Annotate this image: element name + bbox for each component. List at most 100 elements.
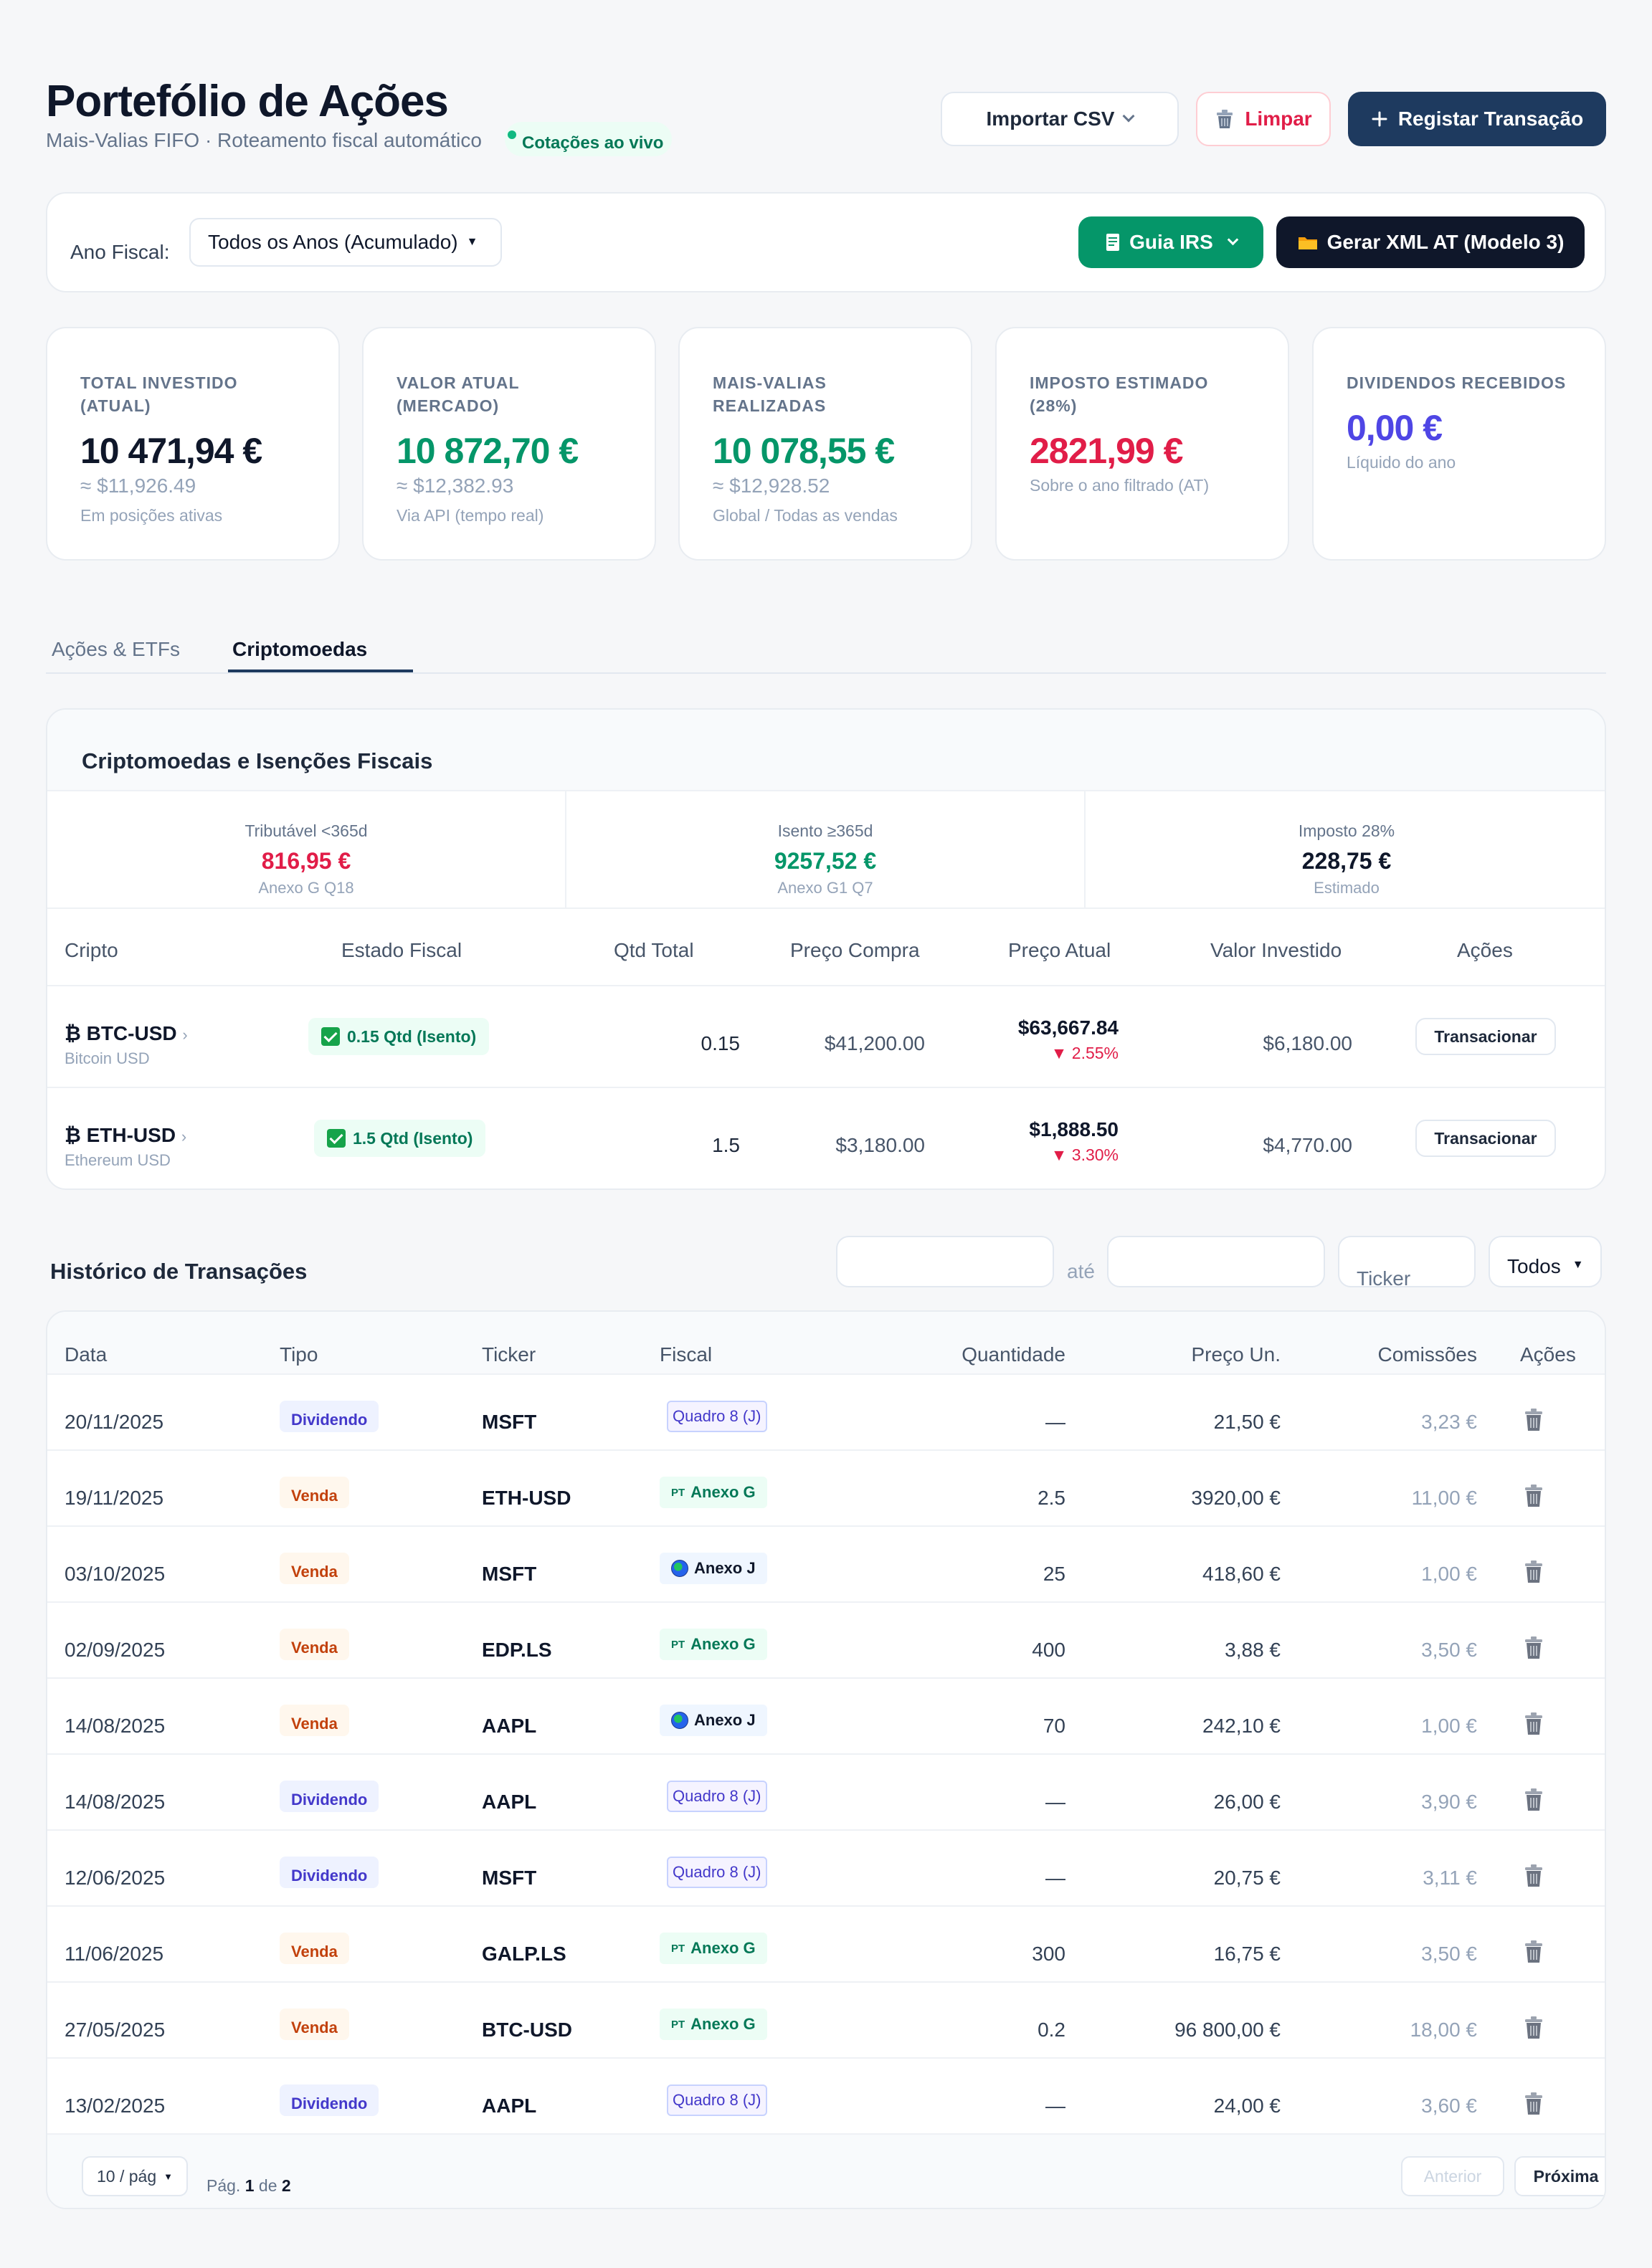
cell-fees: 3,50 €	[1421, 1943, 1477, 1965]
delete-trash-icon[interactable]	[1523, 1484, 1544, 1508]
register-transaction-label: Registar Transação	[1397, 108, 1584, 130]
crypto-symbol-text: ₿ BTC-USD	[65, 1022, 177, 1044]
transact-button[interactable]: Transacionar	[1415, 1120, 1556, 1157]
next-page-button[interactable]: Próxima	[1514, 2156, 1605, 2196]
fiscal-badge: Quadro 8 (J)	[667, 1401, 767, 1432]
tab-stocks-etfs[interactable]: Ações & ETFs	[52, 638, 180, 660]
cell-quantity: 400	[1032, 1639, 1065, 1661]
fiscal-badge: Anexo J	[660, 1705, 767, 1736]
crypto-row: ₿ ETH-USD › Ethereum USD 1.5 Qtd (Isento…	[47, 1087, 1605, 1188]
cell-quantity: 300	[1032, 1943, 1065, 1965]
stat-alt-value: ≈ $12,928.52	[713, 475, 830, 497]
summary-label: Tributável <365d	[245, 821, 368, 840]
crypto-col-invested: Valor Investido	[1210, 939, 1342, 961]
delete-trash-icon[interactable]	[1523, 1408, 1544, 1432]
tab-crypto[interactable]: Criptomoedas	[232, 638, 368, 660]
summary-label: Isento ≥365d	[777, 821, 873, 840]
summary-value: 9257,52 €	[774, 848, 877, 874]
delete-trash-icon[interactable]	[1523, 1788, 1544, 1812]
type-badge: Dividendo	[280, 2084, 379, 2116]
import-csv-button[interactable]: Importar CSV	[941, 92, 1179, 146]
delete-trash-icon[interactable]	[1523, 2016, 1544, 2040]
generate-xml-button[interactable]: Gerar XML AT (Modelo 3)	[1276, 216, 1585, 268]
crypto-name: Bitcoin USD	[65, 1049, 150, 1067]
cell-ticker: EDP.LS	[482, 1639, 552, 1661]
delete-trash-icon[interactable]	[1523, 2092, 1544, 2116]
cell-fees: 3,50 €	[1421, 1639, 1477, 1661]
cell-fees: 1,00 €	[1421, 1715, 1477, 1737]
clear-button[interactable]: Limpar	[1196, 92, 1331, 146]
chevron-down-icon	[1122, 110, 1135, 123]
stat-label: MAIS-VALIAS REALIZADAS	[713, 373, 827, 415]
delete-trash-icon[interactable]	[1523, 1636, 1544, 1660]
cell-ticker: AAPL	[482, 1715, 537, 1737]
crypto-buy-price: $3,180.00	[835, 1134, 925, 1156]
cell-date: 13/02/2025	[65, 2095, 166, 2117]
transactions-table: Data Tipo Ticker Fiscal Quantidade Preço…	[46, 1310, 1606, 2209]
date-from-input[interactable]	[836, 1236, 1054, 1287]
type-badge: Dividendo	[280, 1781, 379, 1812]
delete-trash-icon[interactable]	[1523, 1940, 1544, 1964]
register-transaction-button[interactable]: Registar Transação	[1348, 92, 1606, 146]
stat-card-estimated-tax: IMPOSTO ESTIMADO (28%) 2821,99 € Sobre o…	[995, 327, 1289, 561]
fiscal-badge: PT Anexo G	[660, 1629, 767, 1660]
clear-label: Limpar	[1245, 108, 1312, 130]
delete-trash-icon[interactable]	[1523, 1864, 1544, 1888]
page-of: de	[258, 2176, 277, 2195]
crypto-symbol[interactable]: ₿ ETH-USD ›	[65, 1124, 186, 1147]
table-row: 19/11/2025 Venda ETH-USD PT Anexo G 2.5 3920,0…	[47, 1451, 1605, 1527]
crypto-row: ₿ BTC-USD › Bitcoin USD 0.15 Qtd (Isento…	[47, 985, 1605, 1087]
fiscal-text: Quadro 8 (J)	[673, 1407, 761, 1425]
col-quantity: Quantidade	[962, 1343, 1065, 1366]
cell-unit-price: 20,75 €	[1213, 1867, 1281, 1889]
stat-label: DIVIDENDOS RECEBIDOS	[1347, 373, 1567, 392]
col-actions: Ações	[1520, 1343, 1576, 1366]
type-badge: Venda	[280, 2009, 349, 2040]
fiscal-text: Anexo G	[690, 1483, 756, 1501]
pagination: 10 / pág ▼ Pág. 1 de 2 Anterior Próxima	[47, 2135, 1605, 2208]
table-row: 13/02/2025 Dividendo AAPL Quadro 8 (J) — 24,0…	[47, 2059, 1605, 2135]
crypto-symbol[interactable]: ₿ BTC-USD ›	[65, 1022, 188, 1045]
previous-page-button[interactable]: Anterior	[1401, 2156, 1504, 2196]
page-prefix: Pág.	[206, 2176, 241, 2195]
stat-value: 10 078,55 €	[713, 431, 895, 471]
active-tab-indicator	[228, 670, 413, 672]
irs-guide-button[interactable]: Guia IRS	[1078, 216, 1263, 268]
transact-button[interactable]: Transacionar	[1415, 1018, 1556, 1055]
generate-xml-label: Gerar XML AT (Modelo 3)	[1326, 231, 1565, 253]
crypto-panel: Criptomoedas e Isenções Fiscais Tributáv…	[46, 708, 1606, 1190]
cell-date: 03/10/2025	[65, 1563, 166, 1585]
type-filter-select[interactable]: Todos ▼	[1489, 1236, 1602, 1287]
cell-date: 12/06/2025	[65, 1867, 166, 1889]
cell-unit-price: 21,50 €	[1213, 1411, 1281, 1433]
tax-status-badge: 0.15 Qtd (Isento)	[308, 1018, 490, 1055]
cell-unit-price: 16,75 €	[1213, 1943, 1281, 1965]
delete-trash-icon[interactable]	[1523, 1712, 1544, 1736]
fiscal-text: Quadro 8 (J)	[673, 1787, 761, 1805]
table-row: 03/10/2025 Venda MSFT Anexo J 25 418,60 € 1,00…	[47, 1527, 1605, 1603]
fiscal-year-label: Ano Fiscal:	[70, 241, 170, 263]
tax-status-text: 0.15 Qtd (Isento)	[347, 1026, 477, 1046]
cell-quantity: 0.2	[1038, 2019, 1065, 2041]
crypto-qty: 0.15	[701, 1032, 741, 1054]
ticker-placeholder: Ticker	[1357, 1267, 1411, 1287]
crypto-panel-header: Criptomoedas e Isenções Fiscais	[47, 710, 1605, 791]
delete-trash-icon[interactable]	[1523, 1560, 1544, 1584]
ticker-filter-input[interactable]: Ticker	[1338, 1236, 1476, 1287]
date-to-input[interactable]	[1107, 1236, 1325, 1287]
tax-status-text: 1.5 Qtd (Isento)	[353, 1128, 473, 1148]
cell-ticker: AAPL	[482, 2095, 537, 2117]
fiscal-year-select[interactable]: Todos os Anos (Acumulado) ▼	[189, 218, 502, 267]
checkmark-icon	[327, 1129, 346, 1148]
stat-note: Líquido do ano	[1347, 453, 1456, 472]
live-quotes-badge: Cotações ao vivo	[505, 122, 673, 156]
page-info: Pág. 1 de 2	[206, 2176, 291, 2196]
per-page-value: 10 / pág	[96, 2166, 157, 2186]
type-badge: Venda	[280, 1705, 349, 1736]
stat-note: Em posições ativas	[80, 506, 223, 525]
per-page-select[interactable]: 10 / pág ▼	[82, 2156, 188, 2196]
table-row: 02/09/2025 Venda EDP.LS PT Anexo G 400 3,88 € 3…	[47, 1603, 1605, 1679]
col-fees: Comissões	[1377, 1343, 1477, 1366]
stat-card-total-invested: TOTAL INVESTIDO (ATUAL) 10 471,94 € ≈ $1…	[46, 327, 340, 561]
tax-status-badge: 1.5 Qtd (Isento)	[314, 1120, 486, 1157]
